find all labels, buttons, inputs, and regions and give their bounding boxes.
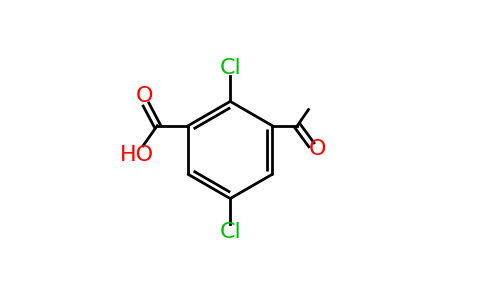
Text: Cl: Cl — [219, 58, 241, 78]
Text: Cl: Cl — [219, 222, 241, 242]
Text: HO: HO — [120, 145, 154, 165]
Text: O: O — [309, 139, 327, 159]
Text: O: O — [136, 86, 153, 106]
